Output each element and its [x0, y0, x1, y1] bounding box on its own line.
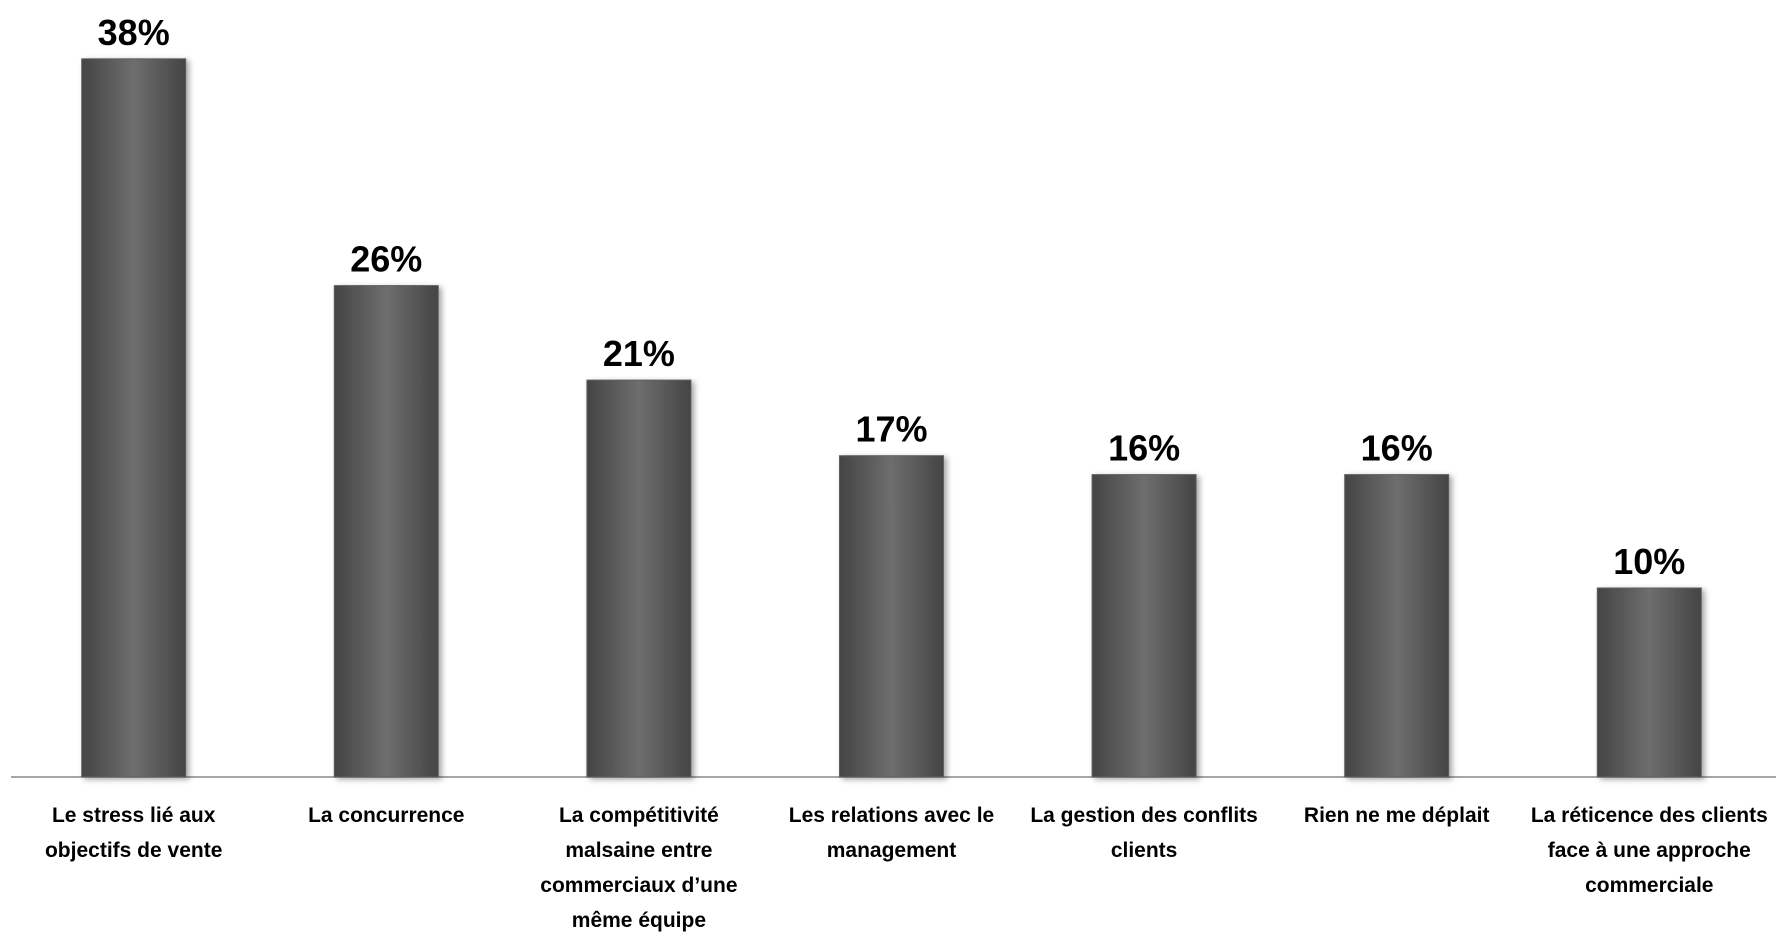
- x-tick-label: La concurrence: [308, 804, 465, 827]
- value-label: 21%: [603, 333, 675, 374]
- x-tick-label: La compétitivité malsaine entre commerci…: [540, 804, 738, 932]
- x-tick-label: Les relations avec le management: [788, 804, 995, 862]
- bar: [81, 58, 187, 778]
- x-tick-label: La réticence des clients face à une appr…: [1530, 804, 1768, 897]
- value-label: 10%: [1613, 541, 1685, 582]
- value-label: 38%: [98, 12, 170, 53]
- bar: [1344, 474, 1450, 778]
- x-tick-label: Rien ne me déplait: [1303, 804, 1490, 827]
- x-tick-label: Le stress lié aux objectifs de vente: [44, 804, 223, 862]
- bar: [1596, 587, 1702, 778]
- bar: [333, 285, 439, 778]
- bar: [839, 455, 944, 778]
- value-label: 26%: [350, 239, 422, 280]
- bar: [1091, 474, 1197, 778]
- value-label: 16%: [1361, 428, 1433, 469]
- value-label: 17%: [855, 409, 927, 450]
- value-label: 16%: [1108, 428, 1180, 469]
- x-tick-label: La gestion des conflits clients: [1030, 804, 1258, 862]
- bar: [586, 379, 692, 778]
